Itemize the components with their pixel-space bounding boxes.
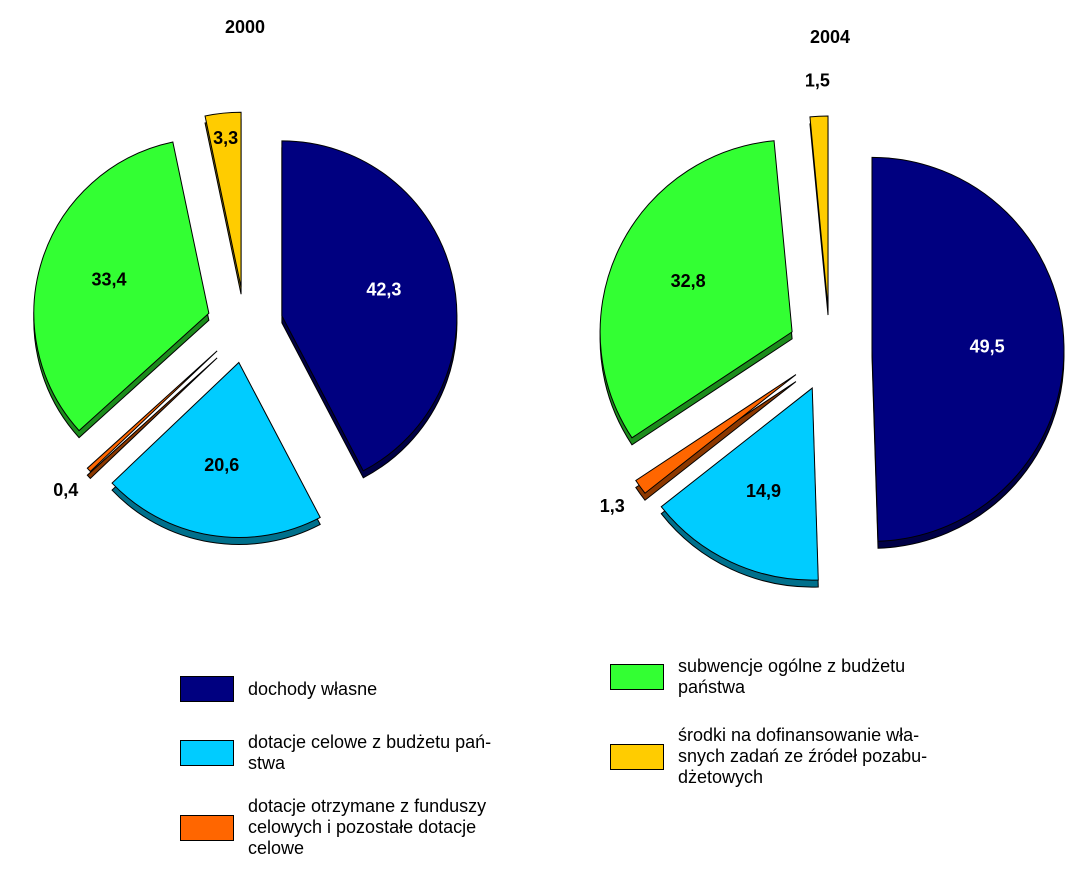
legend-label: dotacje otrzymane z funduszy celowych i … bbox=[248, 796, 487, 858]
data-label: 1,5 bbox=[805, 70, 830, 90]
legend-swatch bbox=[180, 814, 234, 841]
data-label: 1,3 bbox=[600, 496, 625, 516]
data-label: 14,9 bbox=[746, 481, 781, 501]
legend-label: dotacje celowe z budżetu pań- stwa bbox=[248, 732, 492, 773]
legend-label: środki na dofinansowanie wła- snych zada… bbox=[678, 725, 928, 787]
data-label: 20,6 bbox=[204, 455, 239, 475]
legend-label: subwencje ogólne z budżetu państwa bbox=[678, 656, 906, 697]
legend-swatch bbox=[180, 740, 234, 766]
slice bbox=[33, 141, 210, 432]
legend-swatch bbox=[610, 743, 664, 770]
legend-label: dochody własne bbox=[248, 678, 378, 699]
legend-item: środki na dofinansowanie wła- snych zada… bbox=[610, 725, 927, 788]
slice bbox=[111, 361, 321, 538]
chart-title: 2000 bbox=[225, 17, 265, 37]
legend-swatch bbox=[180, 676, 234, 702]
legend-item: dotacje otrzymane z funduszy celowych i … bbox=[180, 796, 486, 859]
slice bbox=[809, 115, 829, 309]
legend-item: subwencje ogólne z budżetu państwa bbox=[610, 656, 905, 698]
slice bbox=[635, 374, 797, 494]
data-label: 0,4 bbox=[53, 480, 78, 500]
legend-item: dochody własne bbox=[180, 676, 377, 702]
data-label: 3,3 bbox=[213, 128, 238, 148]
slice-depth bbox=[86, 357, 218, 480]
slice bbox=[281, 140, 458, 472]
chart-title: 2004 bbox=[810, 27, 850, 47]
slice bbox=[599, 140, 793, 439]
slice bbox=[204, 111, 242, 288]
slice bbox=[871, 156, 1065, 542]
data-label: 33,4 bbox=[91, 270, 126, 290]
legend-swatch bbox=[610, 664, 664, 690]
slice bbox=[660, 387, 819, 581]
data-label: 42,3 bbox=[366, 279, 401, 299]
slice-depth bbox=[635, 381, 797, 501]
data-label: 49,5 bbox=[970, 336, 1005, 356]
slice bbox=[86, 350, 218, 473]
data-label: 32,8 bbox=[671, 271, 706, 291]
legend-item: dotacje celowe z budżetu pań- stwa bbox=[180, 732, 491, 774]
